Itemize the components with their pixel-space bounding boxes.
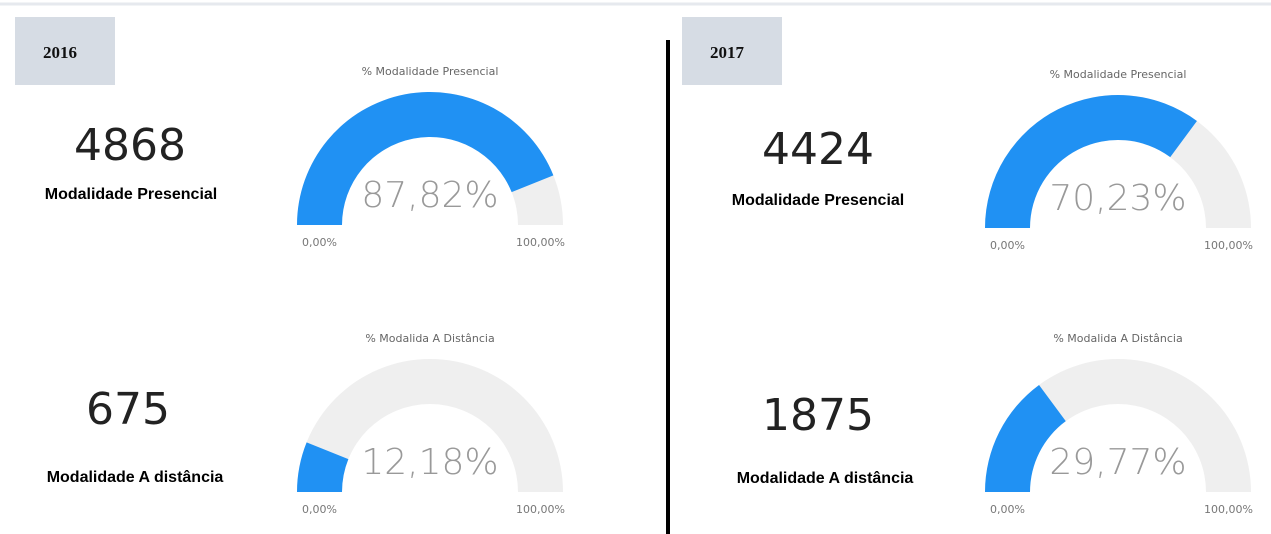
- gauge-min-label: 0,00%: [302, 503, 337, 516]
- gauge-title: % Modalida A Distância: [1053, 332, 1182, 345]
- gauge-title: % Modalidade Presencial: [1050, 68, 1187, 81]
- gauge-max-label: 100,00%: [516, 236, 565, 249]
- year-box: [15, 17, 115, 85]
- year-box: [682, 17, 782, 85]
- kpi-value: 4868: [74, 120, 186, 171]
- gauge-max-label: 100,00%: [1204, 503, 1253, 516]
- gauge-track: [985, 359, 1251, 492]
- gauge-min-label: 0,00%: [990, 503, 1025, 516]
- gauge-min-label: 0,00%: [990, 239, 1025, 252]
- gauge-title: % Modalidade Presencial: [362, 65, 499, 78]
- gauge-title: % Modalida A Distância: [365, 332, 494, 345]
- kpi-value: 4424: [762, 124, 874, 175]
- kpi-label: Modalidade Presencial: [732, 192, 905, 209]
- gauge-value: [985, 384, 1066, 492]
- kpi-label: Modalidade Presencial: [45, 186, 218, 203]
- kpi-value: 1875: [762, 390, 874, 441]
- gauge-value-label: 70,23%: [1049, 178, 1186, 219]
- gauge-track: [297, 359, 563, 492]
- gauge-value-label: 29,77%: [1049, 442, 1186, 483]
- kpi-value: 675: [86, 384, 170, 435]
- gauge-value-label: 87,82%: [361, 175, 498, 216]
- year: 2017: [710, 43, 745, 62]
- gauge-max-label: 100,00%: [1204, 239, 1253, 252]
- kpi-label: Modalidade A distância: [737, 470, 914, 487]
- year: 2016: [43, 43, 77, 62]
- gauge-value: [297, 91, 554, 226]
- gauge-max-label: 100,00%: [516, 503, 565, 516]
- gauge-min-label: 0,00%: [302, 236, 337, 249]
- kpi-label: Modalidade A distância: [47, 469, 224, 486]
- gauge-value: [297, 442, 349, 492]
- gauge-value: [985, 95, 1197, 228]
- gauge-value-label: 12,18%: [361, 442, 498, 483]
